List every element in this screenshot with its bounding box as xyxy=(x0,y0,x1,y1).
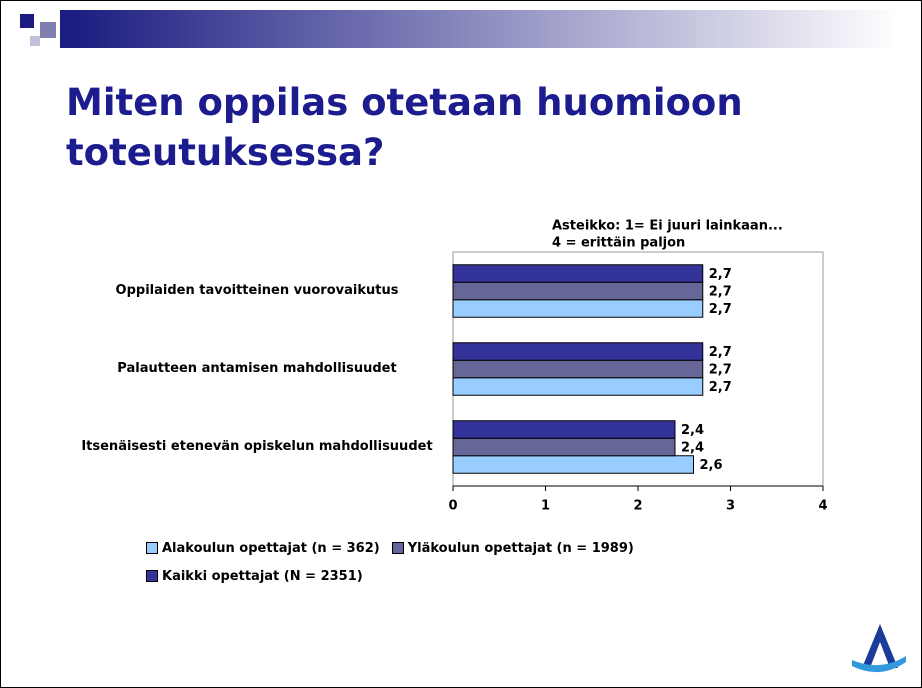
value-label: 2,4 xyxy=(681,423,704,438)
legend-label: Yläkoulun opettajat (n = 1989) xyxy=(407,540,634,556)
category-label: Palautteen antamisen mahdollisuudet xyxy=(117,361,397,376)
logo xyxy=(852,624,906,673)
legend-swatch xyxy=(146,542,158,554)
value-label: 2,7 xyxy=(709,345,732,360)
x-tick-label: 3 xyxy=(726,499,735,514)
annotation: 4 = erittäin paljon xyxy=(552,236,685,251)
bar xyxy=(452,281,704,301)
legend-item: Kaikki opettajat (N = 2351) xyxy=(146,566,363,586)
x-tick-label: 4 xyxy=(818,499,827,514)
value-label: 2,7 xyxy=(709,285,732,300)
value-label: 2,7 xyxy=(709,363,732,378)
legend-item: Alakoulun opettajat (n = 362) xyxy=(146,538,380,558)
x-tick-label: 1 xyxy=(541,499,550,514)
category-label: Itsenäisesti etenevän opiskelun mahdolli… xyxy=(81,439,433,454)
deco-square xyxy=(30,36,40,46)
legend-swatch xyxy=(146,570,158,582)
annotation: Asteikko: 1= Ei juuri lainkaan... xyxy=(552,219,783,234)
header-bar xyxy=(60,10,900,48)
x-tick-label: 2 xyxy=(633,499,642,514)
legend-label: Alakoulun opettajat (n = 362) xyxy=(162,540,380,556)
value-label: 2,4 xyxy=(681,441,704,456)
category-label: Oppilaiden tavoitteinen vuorovaikutus xyxy=(115,283,399,298)
slide-title: Miten oppilas otetaan huomioon toteutuks… xyxy=(66,81,743,174)
legend-label: Kaikki opettajat (N = 2351) xyxy=(162,568,363,584)
bar xyxy=(452,264,704,283)
bar xyxy=(452,377,704,396)
bar xyxy=(452,359,704,379)
deco-square xyxy=(20,14,34,28)
bar xyxy=(452,420,676,439)
bar xyxy=(452,437,676,457)
value-label: 2,6 xyxy=(700,458,723,473)
bar xyxy=(452,455,694,474)
deco-square xyxy=(40,22,56,38)
value-label: 2,7 xyxy=(709,302,732,317)
legend-swatch xyxy=(391,542,404,554)
bar xyxy=(452,299,704,318)
legend-item: Yläkoulun opettajat (n = 1989) xyxy=(391,538,634,558)
value-label: 2,7 xyxy=(709,380,732,395)
x-tick-label: 0 xyxy=(448,499,457,514)
bar xyxy=(452,342,704,361)
legend: Alakoulun opettajat (n = 362) Yläkoulun o… xyxy=(146,538,826,586)
value-label: 2,7 xyxy=(709,267,732,282)
